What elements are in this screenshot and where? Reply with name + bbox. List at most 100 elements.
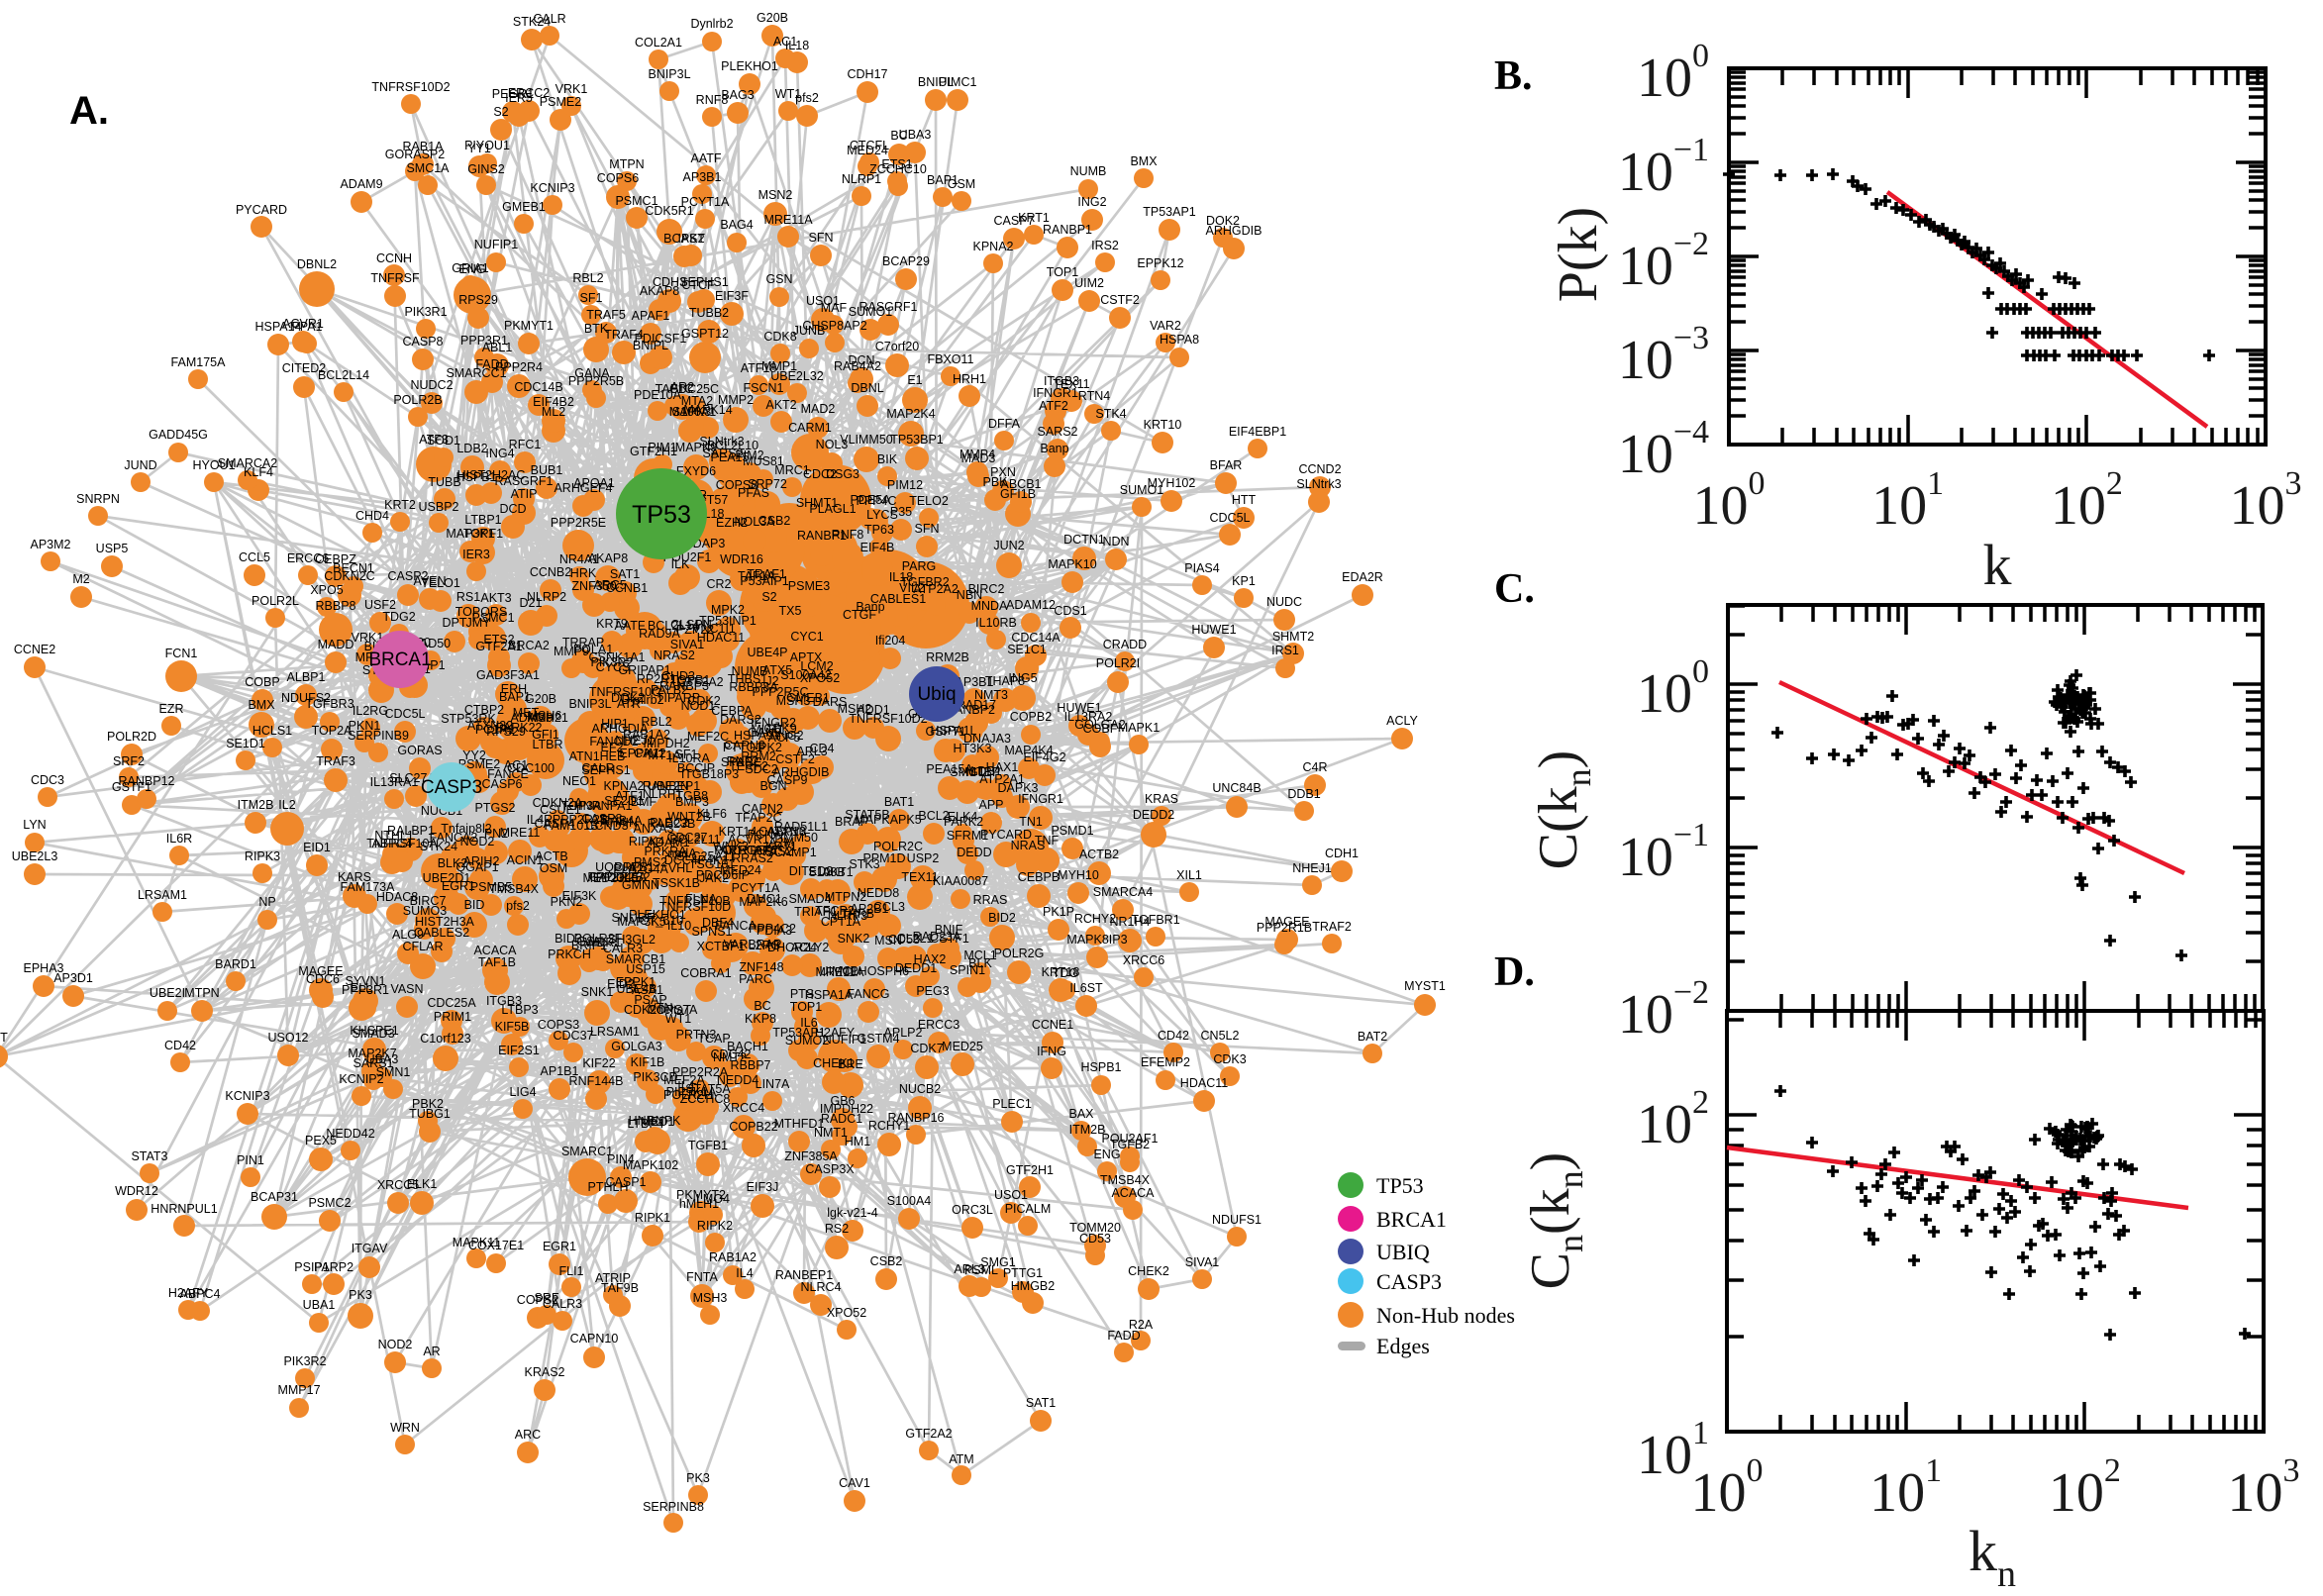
svg-text:ENG: ENG xyxy=(458,262,485,276)
svg-text:CDH1: CDH1 xyxy=(1325,847,1359,860)
svg-text:CASP10: CASP10 xyxy=(758,825,806,839)
svg-text:TP53: TP53 xyxy=(632,501,691,529)
svg-text:BCAP29: BCAP29 xyxy=(882,254,930,268)
svg-text:ERCC6: ERCC6 xyxy=(287,551,329,565)
svg-text:TNFRSF10A: TNFRSF10A xyxy=(366,837,438,850)
svg-text:ZCCHC10: ZCCHC10 xyxy=(869,162,927,176)
svg-text:ARHGEF7: ARHGEF7 xyxy=(720,844,778,857)
svg-text:TNFRSF10D2: TNFRSF10D2 xyxy=(371,80,450,94)
svg-text:UBA3: UBA3 xyxy=(366,1052,399,1066)
svg-text:ACLY2: ACLY2 xyxy=(791,941,830,954)
svg-text:GINS2: GINS2 xyxy=(467,162,505,176)
svg-text:NEDD4: NEDD4 xyxy=(717,1073,758,1087)
svg-text:SARS2: SARS2 xyxy=(1038,425,1078,439)
svg-text:CPT1A: CPT1A xyxy=(821,915,861,929)
svg-text:IL18: IL18 xyxy=(785,39,809,52)
svg-text:KRT18: KRT18 xyxy=(1042,965,1080,979)
svg-text:NMT1: NMT1 xyxy=(814,1126,848,1140)
svg-text:PRKRA: PRKRA xyxy=(644,845,687,858)
svg-text:GSTM4: GSTM4 xyxy=(857,1032,899,1046)
svg-text:IFNGR1: IFNGR1 xyxy=(1033,386,1078,400)
svg-text:TOP1: TOP1 xyxy=(1047,265,1078,279)
svg-text:ACLY: ACLY xyxy=(1386,714,1418,728)
svg-text:HNRNPK: HNRNPK xyxy=(629,1114,681,1128)
svg-text:NUDC2: NUDC2 xyxy=(410,378,453,392)
svg-text:MRC1: MRC1 xyxy=(774,463,809,477)
svg-text:BACH1: BACH1 xyxy=(727,1040,768,1053)
svg-text:NOD2: NOD2 xyxy=(460,835,495,848)
svg-text:PPP3R1: PPP3R1 xyxy=(342,983,389,997)
svg-text:SPNS1: SPNS1 xyxy=(692,925,733,939)
svg-text:GTF2A2: GTF2A2 xyxy=(905,1427,952,1441)
svg-text:CLSPN: CLSPN xyxy=(670,618,712,632)
svg-text:TIMM50: TIMM50 xyxy=(772,831,818,845)
svg-text:CASP6: CASP6 xyxy=(482,777,523,791)
svg-text:BARD1: BARD1 xyxy=(215,957,256,971)
svg-text:SMC1A: SMC1A xyxy=(406,161,450,175)
svg-text:CD53: CD53 xyxy=(1079,1232,1111,1246)
svg-text:SF1: SF1 xyxy=(580,291,603,305)
svg-text:PK1P: PK1P xyxy=(1043,905,1074,919)
svg-text:CDC27: CDC27 xyxy=(667,831,708,845)
svg-text:ERCC2: ERCC2 xyxy=(508,86,550,100)
svg-text:CDK5R1: CDK5R1 xyxy=(645,204,693,218)
svg-text:AR: AR xyxy=(423,1345,440,1358)
svg-text:ATIP: ATIP xyxy=(511,487,538,501)
svg-text:PRIM1: PRIM1 xyxy=(434,1010,471,1024)
svg-text:BAT2: BAT2 xyxy=(1358,1030,1387,1044)
svg-text:PSMD1: PSMD1 xyxy=(1051,824,1093,838)
svg-text:BAG3: BAG3 xyxy=(721,88,754,102)
svg-text:OSM: OSM xyxy=(540,861,567,875)
svg-text:CABLES1: CABLES1 xyxy=(870,592,926,606)
svg-text:SNURF: SNURF xyxy=(611,911,654,925)
svg-text:XPO5: XPO5 xyxy=(310,583,343,597)
svg-text:DBF4: DBF4 xyxy=(702,916,734,930)
svg-text:AKT3: AKT3 xyxy=(480,591,511,605)
svg-text:RAB4A: RAB4A xyxy=(602,814,644,828)
svg-text:PARC: PARC xyxy=(739,972,772,986)
svg-text:RANBP1: RANBP1 xyxy=(1043,223,1092,237)
svg-text:FANCE: FANCE xyxy=(487,767,529,781)
svg-text:PLAGL1: PLAGL1 xyxy=(809,502,856,516)
svg-text:CARM1: CARM1 xyxy=(788,421,832,435)
svg-text:NEO1: NEO1 xyxy=(562,774,596,788)
svg-text:AKAP8: AKAP8 xyxy=(588,551,628,565)
svg-text:ADAM9: ADAM9 xyxy=(340,177,382,191)
svg-text:SARS1: SARS1 xyxy=(354,1056,394,1070)
svg-text:HNRNPUL1: HNRNPUL1 xyxy=(151,1202,217,1216)
svg-text:CDC5L: CDC5L xyxy=(1210,511,1251,525)
svg-text:TERF2: TERF2 xyxy=(729,759,768,773)
svg-text:PLEKHO1: PLEKHO1 xyxy=(721,59,778,73)
svg-text:BC: BC xyxy=(754,999,770,1013)
svg-text:HM1: HM1 xyxy=(845,1135,870,1148)
svg-text:IER5: IER5 xyxy=(505,91,533,105)
svg-text:ITGB8: ITGB8 xyxy=(672,789,708,803)
svg-text:CASP9: CASP9 xyxy=(767,773,808,787)
svg-text:FNTA: FNTA xyxy=(686,1270,718,1284)
svg-text:BRE: BRE xyxy=(838,1057,863,1071)
svg-text:CALR3: CALR3 xyxy=(543,1297,582,1311)
svg-text:HSPA8: HSPA8 xyxy=(1160,333,1199,347)
svg-text:ARHGDIB: ARHGDIB xyxy=(773,765,830,779)
svg-text:MPK2: MPK2 xyxy=(711,603,745,617)
svg-text:RAD23A: RAD23A xyxy=(913,930,961,944)
svg-text:CSTF2: CSTF2 xyxy=(775,752,815,766)
svg-text:IL4: IL4 xyxy=(736,1266,753,1280)
svg-text:PPP3R1: PPP3R1 xyxy=(460,334,508,348)
svg-text:TMSB4X: TMSB4X xyxy=(1100,1173,1151,1187)
svg-text:PPP2R5E: PPP2R5E xyxy=(551,516,606,530)
svg-text:CDK9: CDK9 xyxy=(763,722,796,736)
svg-text:ORC3L: ORC3L xyxy=(952,1203,993,1217)
svg-text:USO12: USO12 xyxy=(268,1031,309,1045)
svg-text:POLR2G: POLR2G xyxy=(994,947,1045,960)
svg-text:ENG: ENG xyxy=(1093,1147,1120,1161)
svg-text:VAR2: VAR2 xyxy=(1150,319,1181,333)
svg-text:ZNF385A: ZNF385A xyxy=(784,1149,838,1163)
svg-text:GFI1: GFI1 xyxy=(532,728,559,742)
svg-text:MTPN: MTPN xyxy=(184,986,219,1000)
svg-text:AP3B1: AP3B1 xyxy=(683,170,722,184)
svg-text:BIRC7: BIRC7 xyxy=(410,894,447,908)
svg-text:MED25: MED25 xyxy=(942,1040,983,1053)
svg-text:CASP1: CASP1 xyxy=(606,1175,647,1189)
svg-text:BECN1: BECN1 xyxy=(333,561,374,575)
